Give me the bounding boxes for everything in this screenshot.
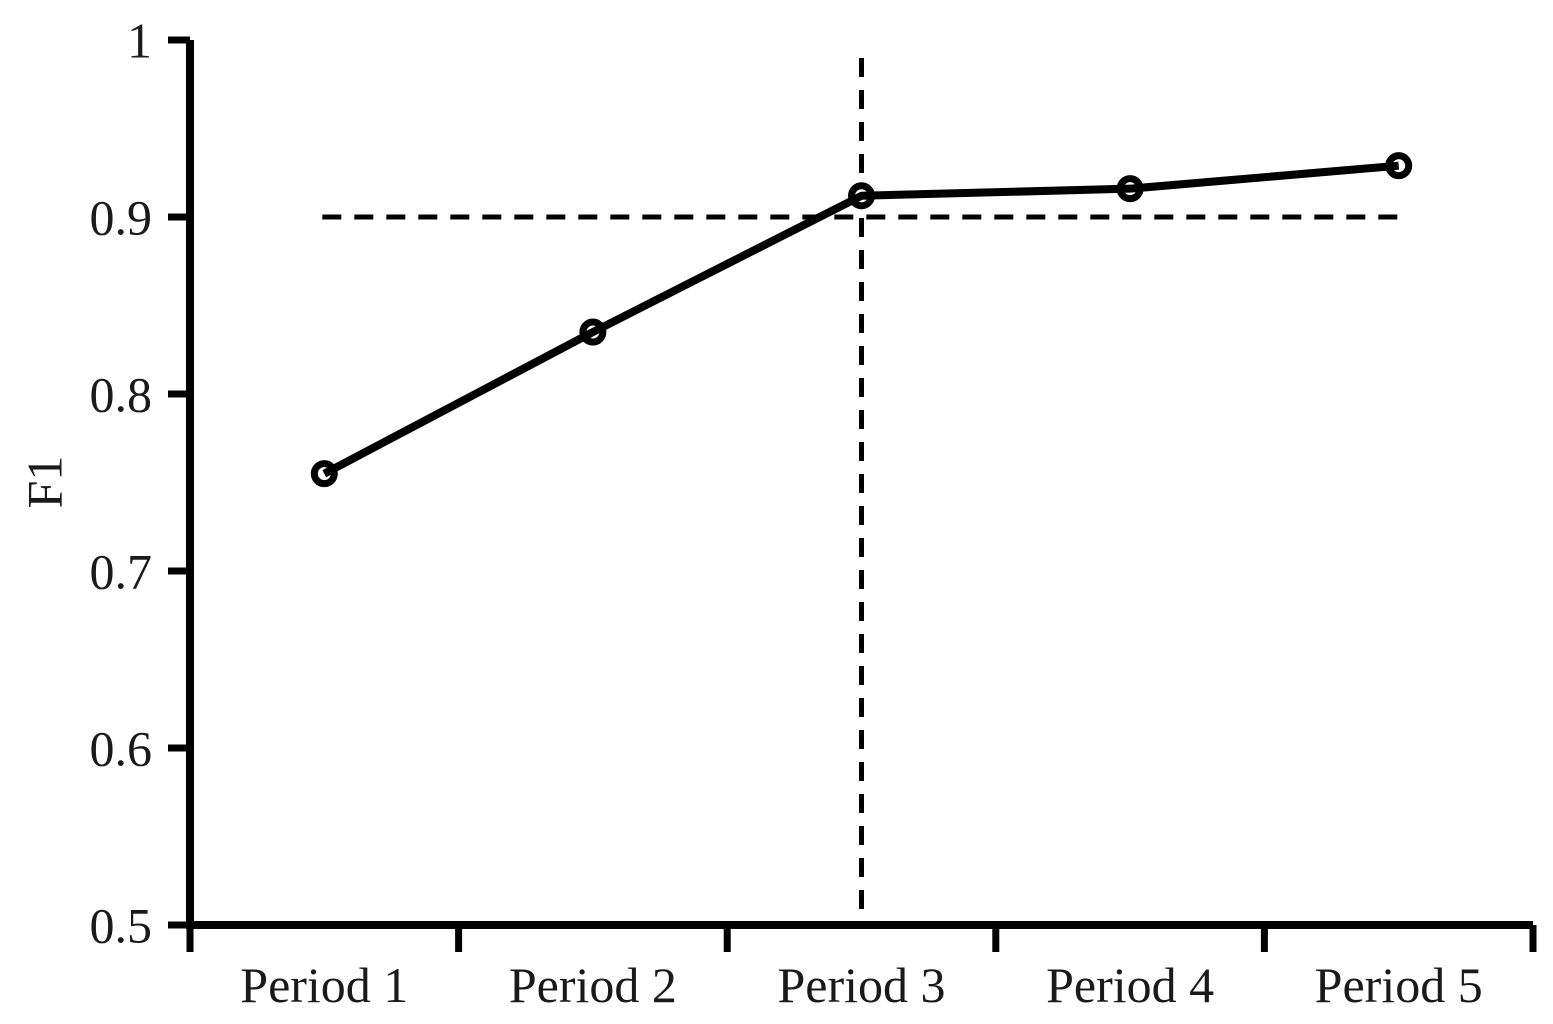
y-tick-label: 0.8 — [90, 367, 153, 423]
y-tick-label: 0.7 — [90, 544, 153, 600]
x-category-label: Period 3 — [777, 957, 945, 1013]
y-tick-label: 0.6 — [90, 721, 153, 777]
y-tick-label: 0.9 — [90, 190, 153, 246]
series-line — [322, 161, 1400, 478]
x-category-label: Period 4 — [1046, 957, 1214, 1013]
y-axis-title: F1 — [17, 456, 73, 509]
y-tick-label: 0.5 — [90, 898, 153, 954]
y-tick-label: 1 — [127, 13, 152, 69]
x-category-label: Period 1 — [240, 957, 408, 1013]
x-category-label: Period 5 — [1315, 957, 1483, 1013]
x-category-label: Period 2 — [509, 957, 677, 1013]
